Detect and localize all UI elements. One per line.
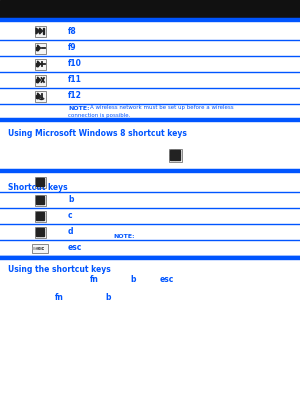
Bar xyxy=(36,232,40,236)
Bar xyxy=(36,178,40,182)
FancyBboxPatch shape xyxy=(34,75,46,85)
Bar xyxy=(170,150,175,154)
Bar xyxy=(0,0,300,18)
Text: Using the shortcut keys: Using the shortcut keys xyxy=(8,265,111,275)
Bar xyxy=(36,196,40,200)
Text: A wireless network must be set up before a wireless: A wireless network must be set up before… xyxy=(90,105,234,111)
Text: f9: f9 xyxy=(68,43,76,53)
Text: Shortcut keys: Shortcut keys xyxy=(8,182,68,192)
Bar xyxy=(36,200,40,204)
Polygon shape xyxy=(36,28,40,34)
Bar xyxy=(170,156,175,160)
Text: esc: esc xyxy=(35,245,45,251)
Bar xyxy=(40,212,44,215)
Text: esc: esc xyxy=(68,243,83,253)
Bar xyxy=(36,216,40,220)
Polygon shape xyxy=(38,61,40,67)
Text: connection is possible.: connection is possible. xyxy=(68,113,130,117)
Bar xyxy=(40,232,44,236)
FancyBboxPatch shape xyxy=(34,194,46,205)
Text: esc: esc xyxy=(160,275,174,284)
Text: b: b xyxy=(68,196,74,205)
Text: b: b xyxy=(105,294,110,302)
Text: f11: f11 xyxy=(68,75,82,85)
Bar xyxy=(40,182,44,186)
FancyBboxPatch shape xyxy=(34,43,46,53)
Bar xyxy=(36,182,40,186)
Bar xyxy=(40,196,44,200)
Text: NOTE:: NOTE: xyxy=(68,105,90,111)
FancyBboxPatch shape xyxy=(34,26,46,36)
Bar xyxy=(35,63,38,65)
Bar xyxy=(40,178,44,182)
Bar xyxy=(36,212,40,215)
Text: esc: esc xyxy=(32,245,44,251)
Text: f12: f12 xyxy=(68,91,82,101)
FancyBboxPatch shape xyxy=(34,211,46,221)
Text: f10: f10 xyxy=(68,59,82,69)
FancyBboxPatch shape xyxy=(169,148,182,162)
Bar xyxy=(40,200,44,204)
FancyBboxPatch shape xyxy=(34,59,46,69)
Polygon shape xyxy=(38,45,40,51)
Text: c: c xyxy=(68,211,73,221)
Text: fn: fn xyxy=(55,294,64,302)
Bar xyxy=(43,28,44,34)
FancyBboxPatch shape xyxy=(34,91,46,101)
Text: b: b xyxy=(130,275,136,284)
Text: Using Microsoft Windows 8 shortcut keys: Using Microsoft Windows 8 shortcut keys xyxy=(8,128,187,138)
FancyBboxPatch shape xyxy=(32,243,48,253)
FancyBboxPatch shape xyxy=(34,176,46,188)
Text: fn: fn xyxy=(90,275,99,284)
Text: f8: f8 xyxy=(68,26,77,36)
Bar xyxy=(176,150,180,154)
Polygon shape xyxy=(40,28,43,34)
Text: d: d xyxy=(68,227,74,237)
Text: NOTE:: NOTE: xyxy=(113,235,135,239)
FancyBboxPatch shape xyxy=(34,227,46,237)
Bar xyxy=(40,216,44,220)
Bar xyxy=(176,156,180,160)
Bar xyxy=(40,228,44,231)
Bar xyxy=(35,95,38,97)
Polygon shape xyxy=(38,93,40,99)
Bar xyxy=(35,79,38,81)
Bar xyxy=(35,47,38,49)
Polygon shape xyxy=(38,77,40,83)
Bar xyxy=(36,228,40,231)
